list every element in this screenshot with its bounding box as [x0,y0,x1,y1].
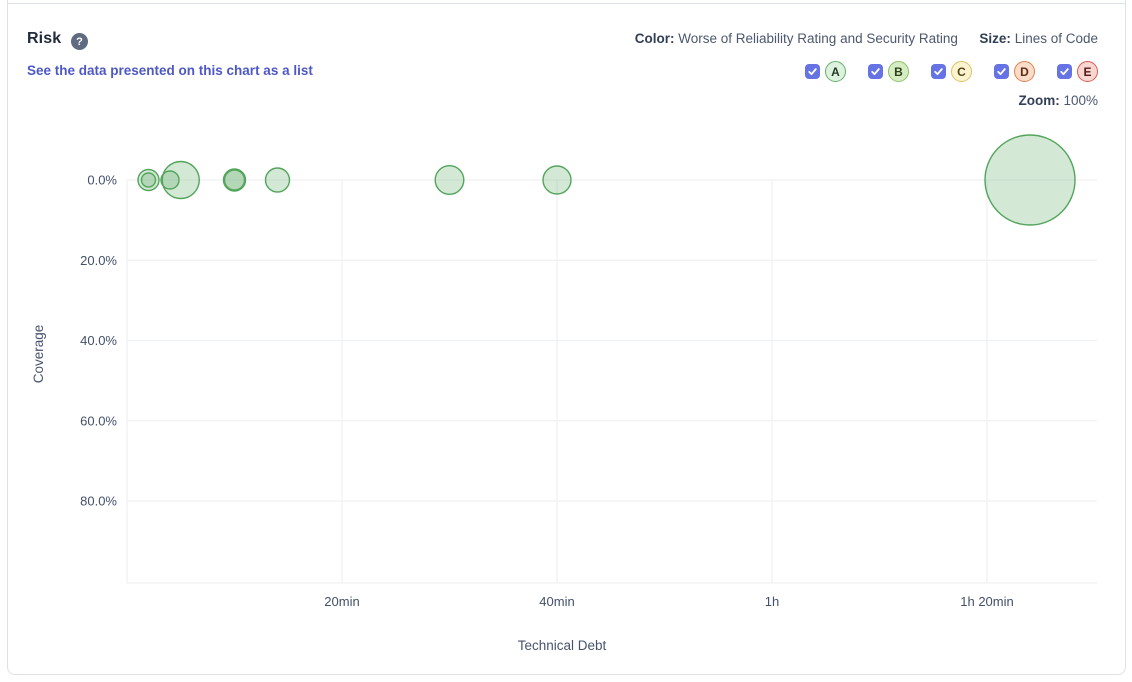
y-tick-label: 40.0% [80,333,117,348]
checkmark-icon [997,68,1006,76]
size-label: Size: [979,31,1015,46]
x-axis-title: Technical Debt [518,638,607,653]
chart-as-list-link[interactable]: See the data presented on this chart as … [27,63,313,78]
risk-bubble[interactable] [264,167,291,193]
rating-checkbox-e[interactable] [1057,64,1072,79]
rating-checkbox-a[interactable] [805,64,820,79]
page-title: Risk [27,30,62,47]
rating-badge-a: A [825,61,846,82]
rating-filter-a[interactable]: A [805,61,846,82]
axis-labels: 0.0% 20.0% 40.0% 60.0% 80.0% 20min 40min 1h 1h 2… [31,173,1014,654]
zoom-indicator: Zoom: 100% [1018,93,1098,108]
risk-bubble[interactable] [223,169,246,191]
rating-badge-d: D [1014,61,1035,82]
color-value: Worse of Reliability Rating and Security… [678,31,958,46]
rating-checkbox-c[interactable] [931,64,946,79]
checkmark-icon [1060,68,1069,76]
risk-bubble[interactable] [222,168,247,192]
rating-filter-c[interactable]: C [931,61,972,82]
y-tick-label: 0.0% [87,173,117,188]
size-value: Lines of Code [1014,31,1098,46]
rating-checkbox-d[interactable] [994,64,1009,79]
rating-badge-c: C [951,61,972,82]
rating-filters: A B C D E [805,61,1098,82]
risk-bubble[interactable] [140,172,157,188]
y-tick-label: 80.0% [80,494,117,509]
checkmark-icon [934,68,943,76]
help-icon[interactable]: ? [71,33,88,50]
rating-checkbox-b[interactable] [868,64,883,79]
rating-badge-e: E [1077,61,1098,82]
risk-card: 0.0% 20.0% 40.0% 60.0% 80.0% 20min 40min 1h 1h 2… [7,3,1126,675]
bubbles [137,134,1076,226]
rating-badge-b: B [888,61,909,82]
gridlines [126,179,1097,584]
risk-bubble[interactable] [984,134,1076,226]
y-axis-title: Coverage [31,325,46,384]
checkmark-icon [808,68,817,76]
chart-legend-line: Color: Worse of Reliability Rating and S… [635,31,1098,46]
rating-filter-b[interactable]: B [868,61,909,82]
x-tick-label: 1h 20min [960,594,1013,609]
color-label: Color: [634,31,679,46]
risk-bubble[interactable] [542,165,572,195]
card-border-stub-left [7,0,8,4]
risk-bubble[interactable] [160,170,180,190]
rating-filter-e[interactable]: E [1057,61,1098,82]
card-border-stub-right [1125,0,1126,4]
x-tick-label: 20min [324,594,359,609]
zoom-value: 100% [1063,93,1098,108]
checkmark-icon [871,68,880,76]
risk-bubble[interactable] [434,164,465,195]
x-tick-label: 1h [765,594,779,609]
y-tick-label: 20.0% [80,253,117,268]
x-tick-label: 40min [539,594,574,609]
zoom-label: Zoom: [1018,93,1064,108]
y-tick-label: 60.0% [80,413,117,428]
rating-filter-d[interactable]: D [994,61,1035,82]
